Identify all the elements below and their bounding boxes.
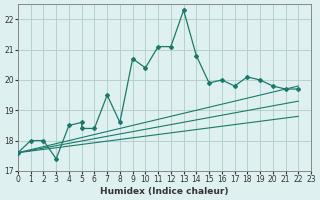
X-axis label: Humidex (Indice chaleur): Humidex (Indice chaleur) — [100, 187, 229, 196]
